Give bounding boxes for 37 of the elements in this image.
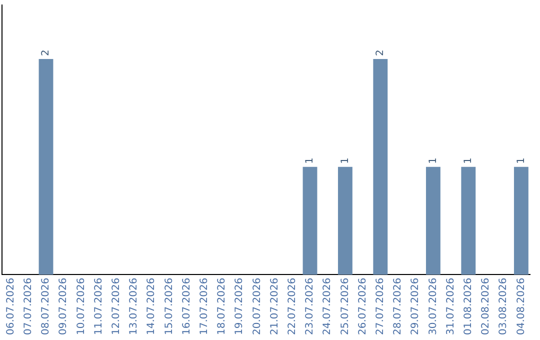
data-label: 2 (40, 50, 52, 56)
x-tick-label: 11.07.2026 (93, 278, 104, 336)
x-tick-label: 26.07.2026 (357, 278, 368, 336)
data-label: 1 (516, 157, 527, 164)
data-label: 2 (374, 50, 386, 56)
x-tick-label: 16.07.2026 (181, 278, 192, 336)
x-tick-label: 03.08.2026 (498, 278, 510, 336)
x-tick-label: 24.07.2026 (322, 278, 334, 336)
x-tick-label: 06.07.2026 (5, 278, 16, 336)
x-tick-label: 25.07.2026 (340, 278, 351, 336)
x-tick-label: 04.08.2026 (516, 278, 527, 336)
x-tick-label: 31.07.2026 (445, 278, 456, 336)
x-tick-label: 22.07.2026 (286, 278, 298, 336)
x-tick-label: 27.07.2026 (374, 278, 386, 336)
x-tick-label: 13.07.2026 (128, 278, 140, 336)
x-tick-label: 07.07.2026 (22, 278, 34, 336)
x-tick-label: 10.07.2026 (76, 278, 87, 336)
data-label: 1 (428, 157, 439, 164)
x-tick-label: 12.07.2026 (110, 278, 122, 336)
data-label: 1 (304, 157, 316, 164)
x-tick-label: 30.07.2026 (428, 278, 439, 336)
x-tick-label: 15.07.2026 (164, 278, 175, 336)
x-tick-label: 09.07.2026 (58, 278, 70, 336)
data-label: 1 (340, 157, 351, 164)
x-tick-label: 18.07.2026 (216, 278, 228, 336)
data-label: 1 (462, 157, 474, 164)
x-tick-label: 02.08.2026 (480, 278, 492, 336)
x-tick-label: 08.07.2026 (40, 278, 52, 336)
x-tick-label: 29.07.2026 (410, 278, 422, 336)
x-tick-label: 19.07.2026 (234, 278, 246, 336)
x-tick-label: 17.07.2026 (198, 278, 210, 336)
x-tick-label: 20.07.2026 (252, 278, 263, 336)
x-tick-label: 14.07.2026 (146, 278, 158, 336)
x-tick-label: 21.07.2026 (269, 278, 280, 336)
x-tick-label: 23.07.2026 (304, 278, 316, 336)
x-tick-label: 28.07.2026 (392, 278, 404, 336)
x-tick-label: 01.08.2026 (462, 278, 474, 336)
